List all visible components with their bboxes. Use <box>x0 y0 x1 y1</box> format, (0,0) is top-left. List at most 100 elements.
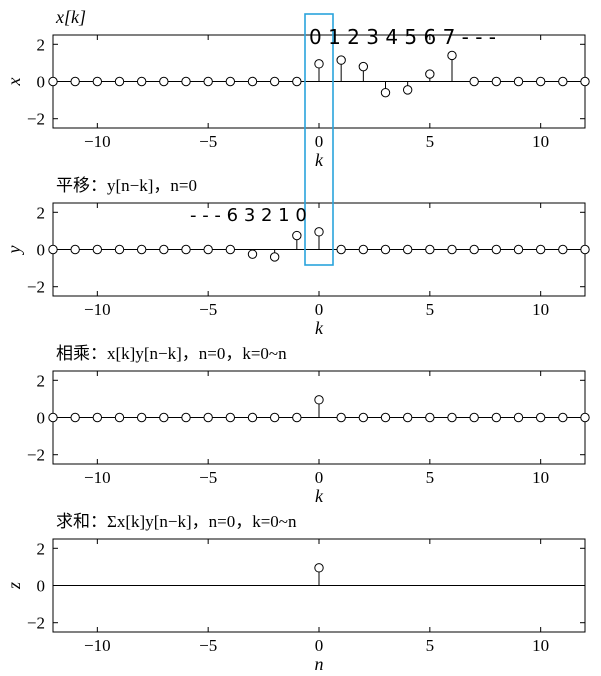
stem-marker <box>247 412 258 423</box>
stem-marker <box>114 76 125 87</box>
stem-marker <box>580 412 590 423</box>
blue-index-annotation: - - - 6 3 2 1 0 <box>190 205 307 226</box>
y-axis-label: z <box>4 582 24 590</box>
stem-marker <box>247 249 258 259</box>
x-tick-label: −5 <box>199 468 217 487</box>
x-tick-label: 10 <box>532 300 549 319</box>
stem-marker <box>358 61 369 72</box>
stem-marker <box>491 76 502 87</box>
stem-marker <box>558 244 568 255</box>
stem-marker <box>70 76 80 87</box>
subplot-title: 平移：y[n−k]，n=0 <box>56 176 197 195</box>
stem-marker <box>48 244 58 255</box>
stem-marker <box>159 244 169 255</box>
x-tick-label: 10 <box>532 132 549 151</box>
x-tick-label: 5 <box>426 300 435 319</box>
x-tick-label: −10 <box>84 468 111 487</box>
stem-marker <box>159 412 169 423</box>
subplots: −10 −5 0 5 10 −2 0 2 x[k] k x −10 −5 0 5 10 −2 0 2 平移：y[n−k… <box>4 7 590 674</box>
red-index-annotation: 0 1 2 3 4 5 6 7 - - - <box>309 25 496 49</box>
y-tick-label: 0 <box>37 241 46 260</box>
stem-marker <box>447 50 457 61</box>
stem-marker <box>469 244 479 255</box>
stem-marker <box>535 412 546 423</box>
stem-marker <box>535 76 546 87</box>
stem-marker <box>513 76 524 87</box>
stem-marker <box>203 412 213 423</box>
x-tick-label: −10 <box>84 636 111 655</box>
x-tick-label: 5 <box>426 132 435 151</box>
y-tick-label: 2 <box>37 203 46 222</box>
stem-marker <box>92 412 103 423</box>
x-axis-label: n <box>315 654 324 674</box>
stem-marker <box>402 244 413 255</box>
x-axis-label: k <box>315 150 324 170</box>
stem-marker <box>425 69 435 79</box>
stem-marker <box>425 412 435 423</box>
stem-marker <box>314 395 324 405</box>
subplot-1: −10 −5 0 5 10 −2 0 2 x[k] k x <box>4 7 590 170</box>
stem-marker <box>269 412 280 423</box>
stem-marker <box>136 244 147 255</box>
x-tick-label: 10 <box>532 636 549 655</box>
x-tick-label: −5 <box>199 636 217 655</box>
subplot-title: x[k] <box>55 7 86 27</box>
stem-marker <box>136 412 147 423</box>
x-axis-label: k <box>315 318 324 338</box>
x-tick-label: 5 <box>426 636 435 655</box>
stem-marker <box>292 230 302 241</box>
subplot-title: 相乘：x[k]y[n−k]，n=0，k=0~n <box>56 344 287 363</box>
handwritten-annotations: 0 1 2 3 4 5 6 7 - - - - - - 6 3 2 1 0 <box>190 13 496 266</box>
stem-marker <box>136 76 147 87</box>
stem-marker <box>114 412 125 423</box>
subplot-2: −10 −5 0 5 10 −2 0 2 平移：y[n−k]，n=0 k y <box>4 176 590 338</box>
x-tick-label: 10 <box>532 468 549 487</box>
stem-marker <box>513 412 524 423</box>
y-tick-label: 0 <box>37 73 46 92</box>
stem-marker <box>402 85 413 95</box>
stem-marker <box>358 244 369 255</box>
x-axis-label: k <box>315 486 324 506</box>
y-tick-label: −2 <box>27 614 45 633</box>
stem-marker <box>336 244 346 255</box>
stem-marker <box>314 59 324 69</box>
stem-marker <box>203 244 213 255</box>
stem-marker <box>92 244 103 255</box>
stem-marker <box>447 412 457 423</box>
x-tick-label: 0 <box>315 636 324 655</box>
stem-marker <box>580 76 590 87</box>
stem-marker <box>535 244 546 255</box>
y-tick-label: 0 <box>37 409 46 428</box>
stem-marker <box>292 412 302 423</box>
subplot-title: 求和：Σx[k]y[n−k]，n=0，k=0~n <box>56 512 297 531</box>
stem-marker <box>380 87 391 98</box>
x-tick-label: −5 <box>199 300 217 319</box>
y-tick-label: −2 <box>27 446 45 465</box>
x-tick-label: 0 <box>315 132 324 151</box>
highlight-box <box>304 13 334 266</box>
subplot-4: −10 −5 0 5 10 −2 0 2 求和：Σx[k]y[n−k]，n=0，k=0~n n z <box>4 512 586 674</box>
stem-marker <box>181 412 191 423</box>
stem-marker <box>92 76 103 87</box>
x-tick-label: −10 <box>84 132 111 151</box>
stem-marker <box>447 244 457 255</box>
stem-marker <box>70 244 80 255</box>
stem-marker <box>380 412 391 423</box>
y-tick-label: −2 <box>27 110 45 129</box>
stem-marker <box>336 412 346 423</box>
stem-marker <box>314 227 324 237</box>
stem-marker <box>580 244 590 255</box>
x-tick-label: −10 <box>84 300 111 319</box>
y-tick-label: 2 <box>37 371 46 390</box>
stem-marker <box>491 244 502 255</box>
x-tick-label: 0 <box>315 468 324 487</box>
stem-marker <box>225 76 236 87</box>
y-tick-label: 2 <box>37 35 46 54</box>
y-axis-label: x <box>4 78 24 87</box>
x-tick-label: 0 <box>315 300 324 319</box>
subplot-3: −10 −5 0 5 10 −2 0 2 相乘：x[k]y[n−k]，n=0，k=0~n k <box>27 344 590 506</box>
stem-marker <box>181 244 191 255</box>
stem-marker <box>469 412 479 423</box>
x-tick-label: 5 <box>426 468 435 487</box>
